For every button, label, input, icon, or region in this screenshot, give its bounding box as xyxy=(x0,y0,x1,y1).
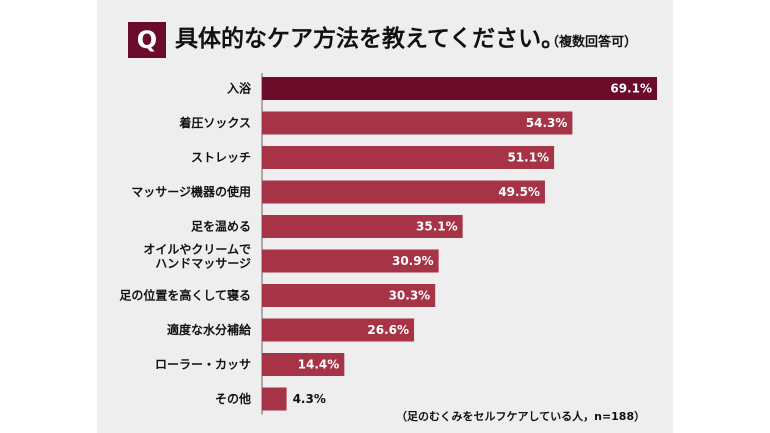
category-label: オイルやクリームでハンドマッサージ xyxy=(143,243,251,271)
value-label: 30.3% xyxy=(389,289,431,303)
bar xyxy=(262,111,573,135)
category-label: ローラー・カッサ xyxy=(155,358,251,372)
bar xyxy=(262,353,345,376)
bar xyxy=(262,215,463,238)
bar xyxy=(262,387,287,411)
bar xyxy=(262,180,545,204)
value-label: 51.1% xyxy=(507,151,549,165)
category-label: 着圧ソックス xyxy=(178,115,251,130)
value-label: 69.1% xyxy=(610,82,652,96)
question-badge: Q xyxy=(128,22,166,58)
value-label: 4.3% xyxy=(293,392,326,406)
category-label: 入浴 xyxy=(227,81,252,96)
bar xyxy=(262,284,436,307)
category-label: 足を温める xyxy=(191,220,251,234)
category-label: ストレッチ xyxy=(191,151,251,165)
category-label: マッサージ機器の使用 xyxy=(131,184,251,199)
value-label: 54.3% xyxy=(526,116,568,130)
bar xyxy=(262,249,439,273)
bar xyxy=(262,318,415,342)
value-label: 30.9% xyxy=(392,254,434,268)
chart-subtitle: （複数回答可） xyxy=(546,35,638,50)
value-label: 14.4% xyxy=(298,358,340,372)
chart-title: 具体的なケア方法を教えてください。 xyxy=(175,26,565,52)
category-label: その他 xyxy=(215,391,251,406)
category-label: 適度な水分補給 xyxy=(167,322,252,337)
bar xyxy=(262,77,657,100)
sample-note: （足のむくみをセルフケアしている人，n=188） xyxy=(396,410,646,423)
value-label: 49.5% xyxy=(498,185,540,199)
bar xyxy=(262,146,555,169)
category-label: 足の位置を高くして寝る xyxy=(119,288,251,303)
value-label: 35.1% xyxy=(416,220,458,234)
value-label: 26.6% xyxy=(367,323,409,337)
